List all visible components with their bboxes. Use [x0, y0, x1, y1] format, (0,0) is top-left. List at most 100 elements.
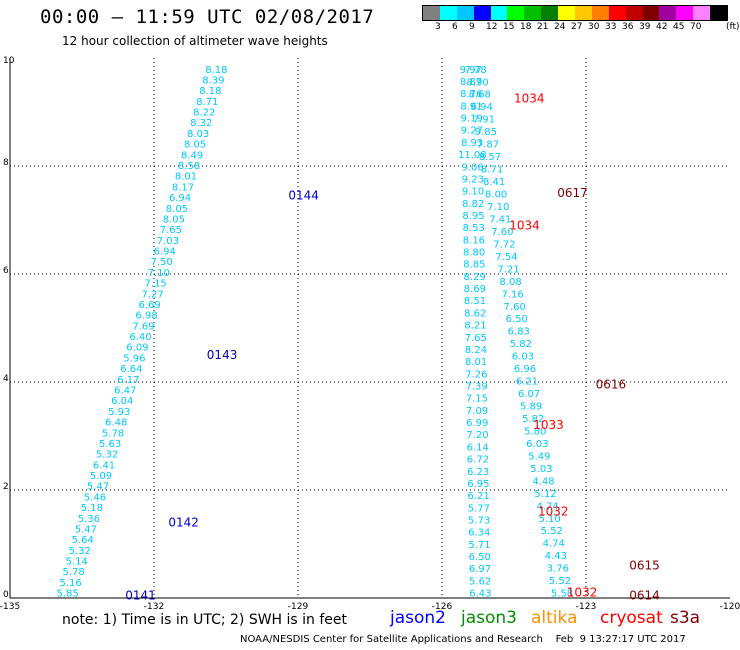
color-swatch	[541, 6, 559, 20]
swh-value-label: 6.72	[467, 455, 489, 466]
color-swatch	[524, 6, 542, 20]
swh-value-label: 5.93	[108, 407, 130, 418]
swh-value-label: 6.23	[467, 467, 489, 478]
swh-value-label: 8.01	[465, 357, 487, 368]
color-scale-label: 12	[486, 22, 498, 32]
swh-value-label: 4.74	[543, 539, 565, 550]
color-scale-label: 15	[503, 22, 515, 32]
swh-value-label: 5.78	[63, 567, 85, 578]
swh-value-label: 7.60	[491, 227, 513, 238]
swh-value-label: 5.62	[469, 576, 491, 587]
swh-value-label: 7.50	[151, 257, 173, 268]
color-scale-labels: 3 6 9 12 15 18 21 24 27 30 33 36 39 42 45 70 (ft)	[422, 22, 740, 34]
color-swatch	[558, 6, 576, 20]
swh-value-label: 5.12	[534, 489, 556, 500]
swh-value-label: 9.23	[462, 174, 484, 185]
swh-value-label: 6.97	[469, 564, 491, 575]
swh-value-label: 5.77	[468, 503, 490, 514]
swh-value-label: 7.26	[465, 369, 487, 380]
swh-value-label: 8.93	[461, 138, 483, 149]
swh-value-label: 7.78	[464, 65, 486, 76]
swh-value-label: 6.95	[467, 479, 489, 490]
swh-value-label: 8.29	[463, 272, 485, 283]
swh-value-label: 8.80	[463, 248, 485, 259]
swh-value-label: 6.07	[518, 389, 540, 400]
swh-value-label: 3.76	[547, 564, 569, 575]
color-swatch	[456, 6, 474, 20]
swh-value-label: 8.90	[467, 77, 489, 88]
swh-value-label: 8.58	[178, 161, 200, 172]
mission-label-cryosat: cryosat	[600, 608, 663, 628]
color-swatch	[439, 6, 457, 20]
swh-value-label: 5.71	[468, 540, 490, 551]
swh-value-label: 7.72	[493, 239, 515, 250]
swh-value-label: 7.10	[487, 202, 509, 213]
swh-value-label: 6.41	[93, 460, 115, 471]
mission-label-altika: altika	[531, 608, 578, 628]
mission-label-s3a: s3a	[670, 608, 701, 628]
swh-value-label: 5.18	[81, 503, 103, 514]
swh-value-label: 9.10	[462, 187, 484, 198]
swh-value-label: 5.32	[69, 546, 91, 557]
swh-value-label: 5.80	[524, 426, 546, 437]
swh-value-label: 6.09	[126, 343, 148, 354]
swh-value-label: 6.40	[129, 332, 151, 343]
swh-value-label: 7.65	[465, 333, 487, 344]
pass-time-label: 0143	[207, 348, 238, 362]
swh-value-label: 5.32	[96, 450, 118, 461]
swh-value-label: 8.32	[190, 118, 212, 129]
swh-value-label: 6.03	[512, 352, 534, 363]
x-tick-label: -120	[720, 602, 740, 610]
color-swatch	[423, 6, 440, 20]
swh-value-label: 8.68	[469, 90, 491, 101]
swh-value-label: 5.10	[539, 514, 561, 525]
swh-value-label: 8.17	[172, 182, 194, 193]
swh-value-label: 6.14	[467, 442, 489, 453]
x-tick-label: -132	[144, 602, 164, 610]
color-scale-label: 42	[656, 22, 668, 32]
y-tick-label: 8	[3, 158, 9, 168]
color-swatch	[642, 6, 660, 20]
color-swatch	[507, 6, 525, 20]
swh-value-label: 8.22	[193, 108, 215, 119]
swh-value-label: 8.24	[465, 345, 487, 356]
swh-value-label: 6.47	[114, 385, 136, 396]
color-scale-label: 33	[605, 22, 617, 32]
swh-value-label: 6.21	[516, 377, 538, 388]
pass-time-label: 1033	[533, 418, 564, 432]
color-swatch	[659, 6, 677, 20]
swh-value-label: 9.19	[461, 114, 483, 125]
color-swatch	[676, 6, 694, 20]
swh-value-label: 8.95	[462, 211, 484, 222]
swh-value-label: 6.98	[135, 311, 157, 322]
swh-value-label: 6.96	[514, 364, 536, 375]
color-swatch	[693, 6, 711, 20]
swh-value-label: 6.50	[506, 314, 528, 325]
swh-value-label: 8.21	[464, 321, 486, 332]
swh-value-label: 9.85	[475, 127, 497, 138]
swh-value-label: 7.21	[497, 264, 519, 275]
mission-label-jason3: jason3	[461, 608, 517, 628]
swh-value-label: 6.94	[169, 193, 191, 204]
pass-time-label: 1034	[514, 92, 545, 106]
x-tick-label: -129	[288, 602, 309, 610]
swh-value-label: 5.52	[541, 526, 563, 537]
swh-value-label: 7.91	[473, 115, 495, 126]
x-tick-label: -126	[432, 602, 453, 610]
swh-value-label: 11.08	[458, 150, 487, 161]
swh-value-label: 9.27	[461, 126, 483, 137]
wave-height-chart: -135 -132 -129 -126 -123 -12002468105.855.165…	[0, 56, 740, 610]
color-swatch	[608, 6, 626, 20]
color-scale-label: 30	[588, 22, 600, 32]
color-scale-label: 18	[520, 22, 532, 32]
color-swatch	[473, 6, 491, 20]
swh-value-label: 6.21	[467, 491, 489, 502]
pass-time-label: 0144	[288, 189, 319, 203]
swh-value-label: 7.60	[504, 302, 526, 313]
pass-time-label: 0616	[596, 378, 627, 392]
color-swatch	[625, 6, 643, 20]
swh-value-label: 5.49	[528, 451, 550, 462]
swh-value-label: 5.58	[551, 589, 573, 600]
units-note: note: 1) Time is in UTC; 2) SWH is in fe…	[62, 612, 348, 628]
pass-time-label: 0615	[629, 559, 660, 573]
